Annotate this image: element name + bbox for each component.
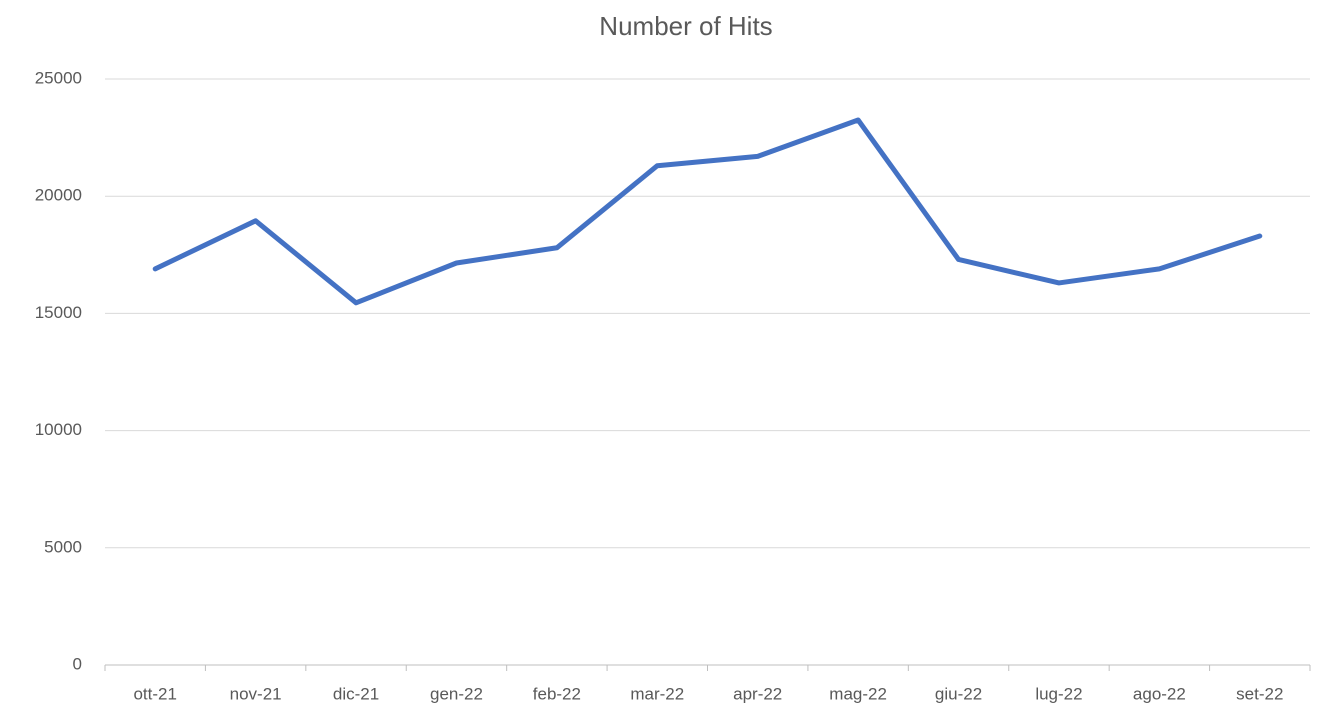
x-tick-label: apr-22 xyxy=(733,684,782,703)
data-line xyxy=(152,117,1263,306)
x-tick-label: feb-22 xyxy=(533,684,581,703)
y-tick-label: 20000 xyxy=(35,186,82,205)
y-tick-label: 5000 xyxy=(44,537,82,556)
x-tick-label: nov-21 xyxy=(230,684,282,703)
x-tick-label: lug-22 xyxy=(1035,684,1082,703)
y-tick-label: 25000 xyxy=(35,68,82,87)
x-tick-label: gen-22 xyxy=(430,684,483,703)
y-tick-label: 15000 xyxy=(35,303,82,322)
x-tick-label: ago-22 xyxy=(1133,684,1186,703)
x-tick-label: set-22 xyxy=(1236,684,1283,703)
chart-title: Number of Hits xyxy=(599,11,772,41)
y-tick-label: 10000 xyxy=(35,420,82,439)
y-tick-label: 0 xyxy=(73,654,82,673)
x-tick-label: ott-21 xyxy=(133,684,176,703)
x-tick-label: mar-22 xyxy=(630,684,684,703)
x-tick-label: mag-22 xyxy=(829,684,887,703)
x-tick-label: dic-21 xyxy=(333,684,379,703)
x-tick-label: giu-22 xyxy=(935,684,982,703)
